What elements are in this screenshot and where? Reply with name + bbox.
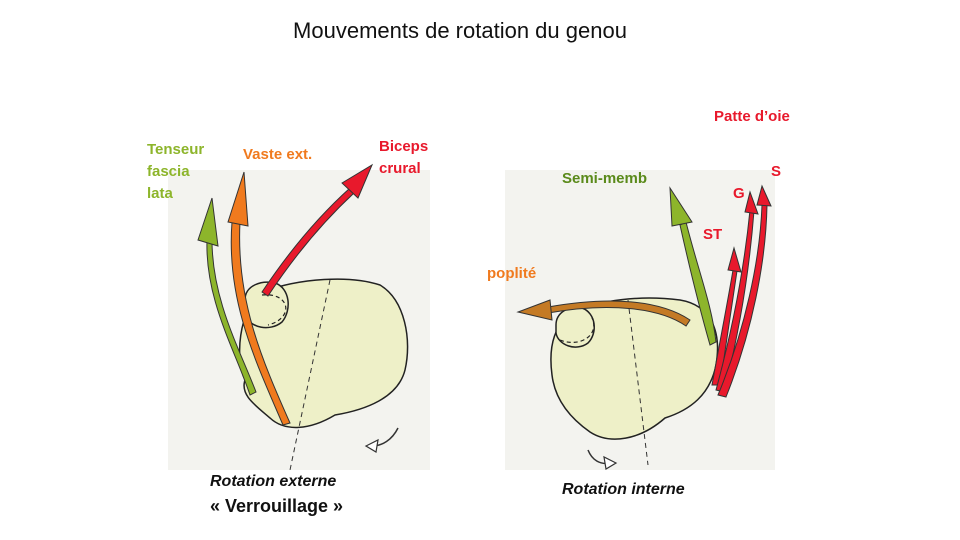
tenseur-label-line1: Tenseur	[147, 141, 205, 158]
biceps-arrowhead	[341, 163, 374, 199]
biceps-label-line2: crural	[379, 160, 421, 177]
tenseur-arrowhead	[197, 197, 219, 247]
s-label: S	[771, 163, 782, 180]
biceps-label: Biceps crural	[379, 136, 428, 180]
left-caption-line1: Rotation externe	[210, 473, 337, 490]
tenseur-label-line2: fascia	[147, 163, 190, 180]
tenseur-label: Tenseur fascia lata	[147, 139, 204, 205]
left-fibula-dashed	[261, 294, 287, 326]
popliteus-arrowhead	[516, 299, 553, 321]
left-rotation-arrowhead	[364, 438, 379, 453]
tenseur-label-line3: lata	[147, 185, 173, 202]
vaste-arrowhead	[227, 171, 249, 227]
patte-oie-label: Patte d’oie	[714, 108, 790, 125]
biceps-label-line1: Biceps	[379, 138, 429, 155]
popliteus-label: poplité	[487, 265, 537, 282]
right-axis-line	[627, 299, 649, 466]
st-label: ST	[703, 226, 723, 243]
slide-title: Mouvements de rotation du genou	[293, 18, 627, 43]
right-rotation-arrowhead	[603, 455, 618, 470]
vaste-label: Vaste ext.	[243, 146, 313, 163]
st-arrowhead	[727, 246, 742, 273]
g-label: G	[733, 185, 745, 202]
g-arrowhead	[744, 190, 759, 215]
right-caption: Rotation interne	[562, 481, 685, 498]
semi-memb-arrowhead	[669, 186, 693, 227]
s-arrowhead	[756, 184, 772, 207]
left-fibula-head	[244, 281, 289, 329]
left-caption-line2: « Verrouillage »	[210, 496, 344, 516]
right-fibula-dashed	[559, 317, 595, 344]
semi-memb-label: Semi-memb	[562, 170, 648, 187]
